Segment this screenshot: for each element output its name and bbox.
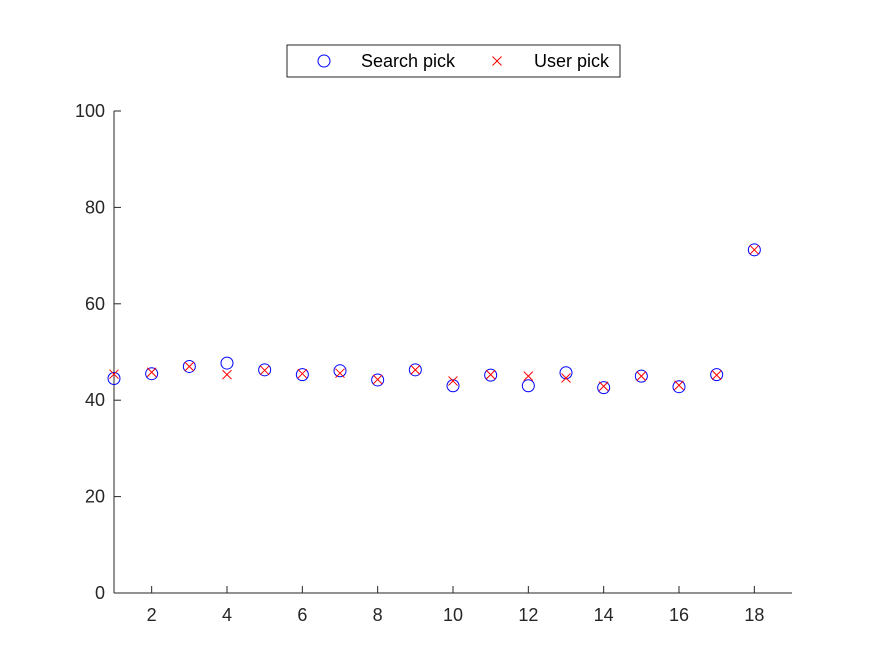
user-pick-point [598,381,609,392]
search-pick-point [182,359,196,373]
search-pick-point [371,373,385,387]
search-pick-point [408,363,422,377]
x-tick-label: 14 [594,605,614,625]
user-pick-point [146,367,157,378]
x-tick-label: 18 [744,605,764,625]
search-pick-point [672,380,686,394]
user-pick-point [222,369,232,380]
search-pick-point [710,368,724,382]
user-pick-point [448,376,458,386]
y-tick-label: 0 [95,583,105,603]
x-tick-label: 10 [443,605,463,625]
y-tick-label: 100 [75,101,105,121]
search-pick-point [484,368,498,382]
user-pick-point [711,370,722,380]
legend-label: User pick [534,51,610,71]
x-tick-label: 12 [518,605,538,625]
user-pick-point [561,373,571,383]
search-pick-point [295,368,309,382]
search-pick-point [107,372,121,386]
series-search-pick [107,243,761,395]
legend-circle-icon [317,54,331,68]
user-pick-point [410,364,421,375]
user-pick-point [259,365,270,376]
y-tick-label: 20 [85,487,105,507]
x-tick-label: 16 [669,605,689,625]
search-pick-point [559,366,573,380]
user-pick-point [674,380,684,391]
y-tick-label: 80 [85,197,105,217]
user-pick-point [485,369,496,380]
y-tick-label: 40 [85,390,105,410]
x-tick-label: 6 [297,605,307,625]
search-pick-point [634,369,648,383]
search-pick-point [446,379,460,393]
user-pick-point [523,371,534,381]
search-pick-point [333,364,347,378]
x-tick-label: 8 [373,605,383,625]
series-layer [107,243,761,395]
legend-entries: Search pick User pick [317,51,610,71]
x-tick-label: 2 [147,605,157,625]
user-pick-point [297,368,308,379]
user-pick-point [184,361,195,372]
axes: 0 20 40 60 80 100 2 4 6 8 10 12 14 16 18 [75,101,792,625]
legend-x-icon [492,56,502,66]
x-ticks: 2 4 6 8 10 12 14 16 18 [147,586,764,625]
search-pick-point [747,243,761,257]
series-user-pick [109,244,760,392]
search-pick-point [220,356,234,370]
user-pick-point [335,368,345,379]
legend: Search pick User pick [286,44,621,78]
user-pick-point [636,371,647,381]
user-pick-point [749,244,760,255]
user-pick-point [372,374,383,385]
legend-label: Search pick [361,51,456,71]
search-pick-point [145,367,159,381]
search-pick-point [258,363,272,377]
search-pick-point [521,379,535,393]
search-pick-point [597,381,611,395]
y-ticks: 0 20 40 60 80 100 [75,101,121,603]
y-tick-label: 60 [85,294,105,314]
x-tick-label: 4 [222,605,232,625]
user-pick-point [109,369,119,380]
legend-box [286,44,621,78]
